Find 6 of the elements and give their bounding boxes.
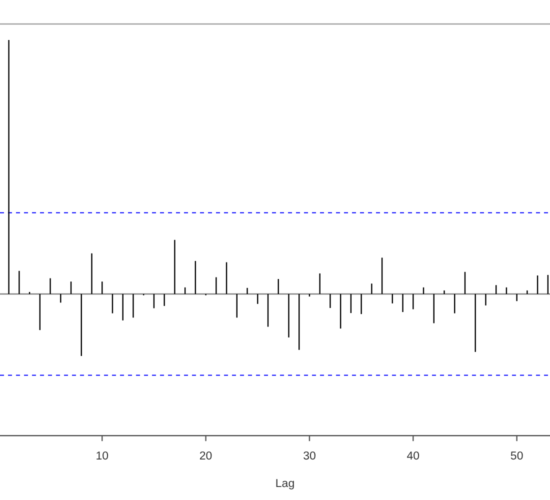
x-tick-label: 40 — [406, 450, 420, 463]
x-tick-label: 10 — [96, 450, 109, 463]
x-tick-label: 20 — [199, 450, 212, 463]
x-axis-title: Lag — [275, 478, 295, 490]
x-tick-label: 30 — [303, 450, 316, 463]
x-tick-label: 50 — [510, 450, 524, 463]
